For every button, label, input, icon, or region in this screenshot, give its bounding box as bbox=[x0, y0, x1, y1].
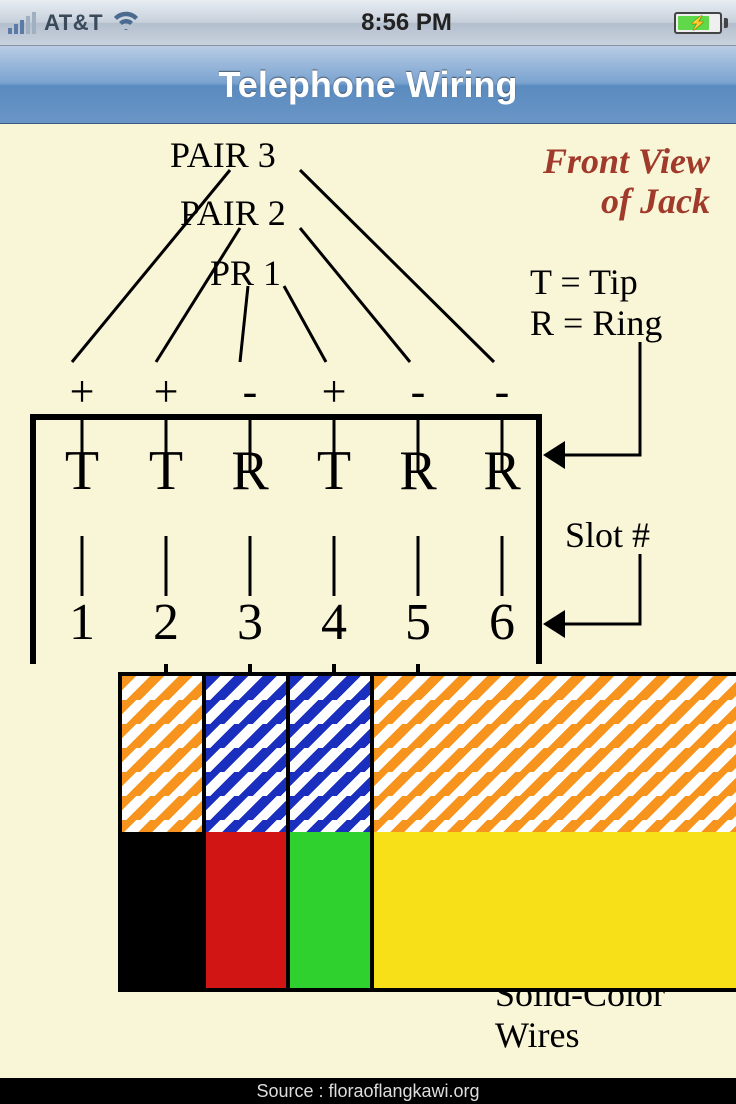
status-bar: AT&T 8:56 PM ⚡ bbox=[0, 0, 736, 46]
wiring-diagram: PAIR 3 PAIR 2 PR 1 Front View of Jack T … bbox=[0, 124, 736, 1104]
pin-tr: T bbox=[65, 439, 99, 503]
pin-col-3: - R 3 bbox=[220, 366, 280, 652]
battery-icon: ⚡ bbox=[674, 12, 728, 34]
pin-col-4: + T 4 bbox=[304, 366, 364, 652]
pin-sign: - bbox=[411, 366, 426, 417]
signal-icon bbox=[8, 12, 36, 34]
pin-tr: R bbox=[231, 439, 268, 503]
pin-sign: + bbox=[154, 366, 179, 417]
wire-solid-4 bbox=[370, 832, 736, 992]
pin-col-5: - R 5 bbox=[388, 366, 448, 652]
pin-sign: + bbox=[322, 366, 347, 417]
wifi-icon bbox=[113, 10, 139, 36]
pin-num: 4 bbox=[321, 593, 347, 652]
pin-num: 6 bbox=[489, 593, 515, 652]
pin-num: 3 bbox=[237, 593, 263, 652]
pin-tr: R bbox=[399, 439, 436, 503]
source-footer: Source : floraoflangkawi.org bbox=[0, 1078, 736, 1104]
pin-col-2: + T 2 bbox=[136, 366, 196, 652]
arrowhead-icon bbox=[543, 610, 565, 638]
carrier-label: AT&T bbox=[44, 10, 103, 36]
arrowhead-icon bbox=[543, 441, 565, 469]
pin-tr: T bbox=[317, 439, 351, 503]
page-title: Telephone Wiring bbox=[218, 64, 517, 106]
pin-sign: - bbox=[243, 366, 258, 417]
pin-col-6: - R 6 bbox=[472, 366, 532, 652]
pin-tr: T bbox=[149, 439, 183, 503]
pin-num: 2 bbox=[153, 593, 179, 652]
pin-sign: - bbox=[495, 366, 510, 417]
wire-striped-4 bbox=[370, 672, 736, 832]
nav-header: Telephone Wiring bbox=[0, 46, 736, 124]
pin-tr: R bbox=[483, 439, 520, 503]
pin-num: 5 bbox=[405, 593, 431, 652]
pin-sign: + bbox=[70, 366, 95, 417]
clock-label: 8:56 PM bbox=[139, 9, 674, 37]
pin-num: 1 bbox=[69, 593, 95, 652]
pin-col-1: + T 1 bbox=[52, 366, 112, 652]
